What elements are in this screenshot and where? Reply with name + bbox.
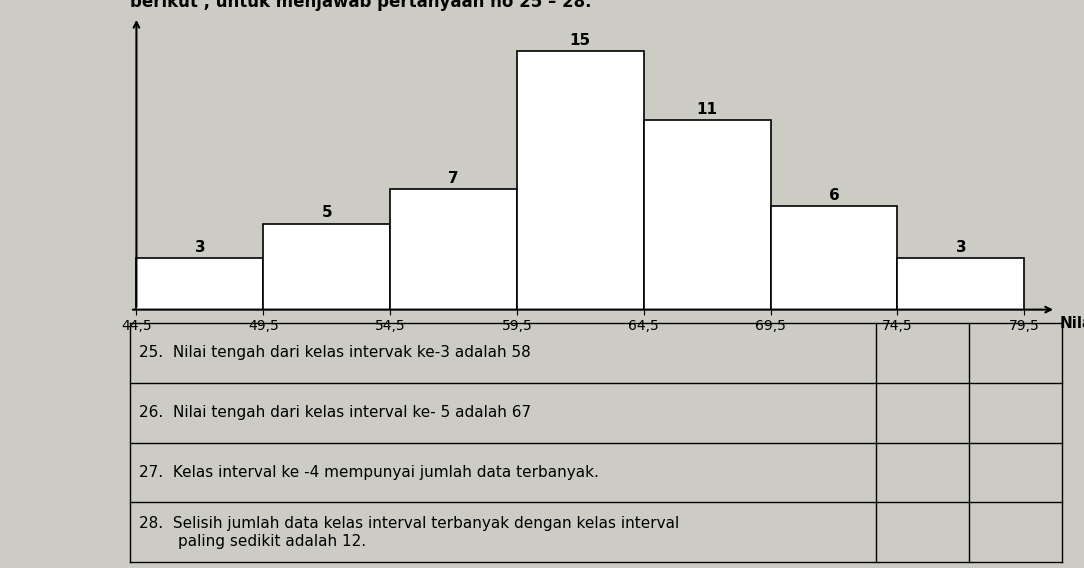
Text: 25.  Nilai tengah dari kelas intervak ke-3 adalah 58: 25. Nilai tengah dari kelas intervak ke-… [140,345,531,360]
Text: 15: 15 [570,33,591,48]
Bar [517,52,644,310]
Bar [390,189,517,310]
Text: 26.  Nilai tengah dari kelas interval ke- 5 adalah 67: 26. Nilai tengah dari kelas interval ke-… [140,405,531,420]
Text: 27.  Kelas interval ke -4 mempunyai jumlah data terbanyak.: 27. Kelas interval ke -4 mempunyai jumla… [140,465,599,480]
Bar [137,258,263,310]
Text: 11: 11 [697,102,718,117]
Bar [771,206,898,310]
Bar [263,224,390,310]
Text: 5: 5 [321,205,332,220]
Text: 28.  Selisih jumlah data kelas interval terbanyak dengan kelas interval
        : 28. Selisih jumlah data kelas interval t… [140,516,680,549]
Bar [898,258,1024,310]
Text: 7: 7 [448,171,459,186]
Text: 3: 3 [955,240,966,254]
Text: Nilai: Nilai [1060,316,1084,331]
Bar [644,120,771,310]
Text: berikut , untuk menjawab pertanyaan no 25 – 28.: berikut , untuk menjawab pertanyaan no 2… [130,0,592,11]
Text: 3: 3 [194,240,205,254]
Text: 6: 6 [828,188,839,203]
